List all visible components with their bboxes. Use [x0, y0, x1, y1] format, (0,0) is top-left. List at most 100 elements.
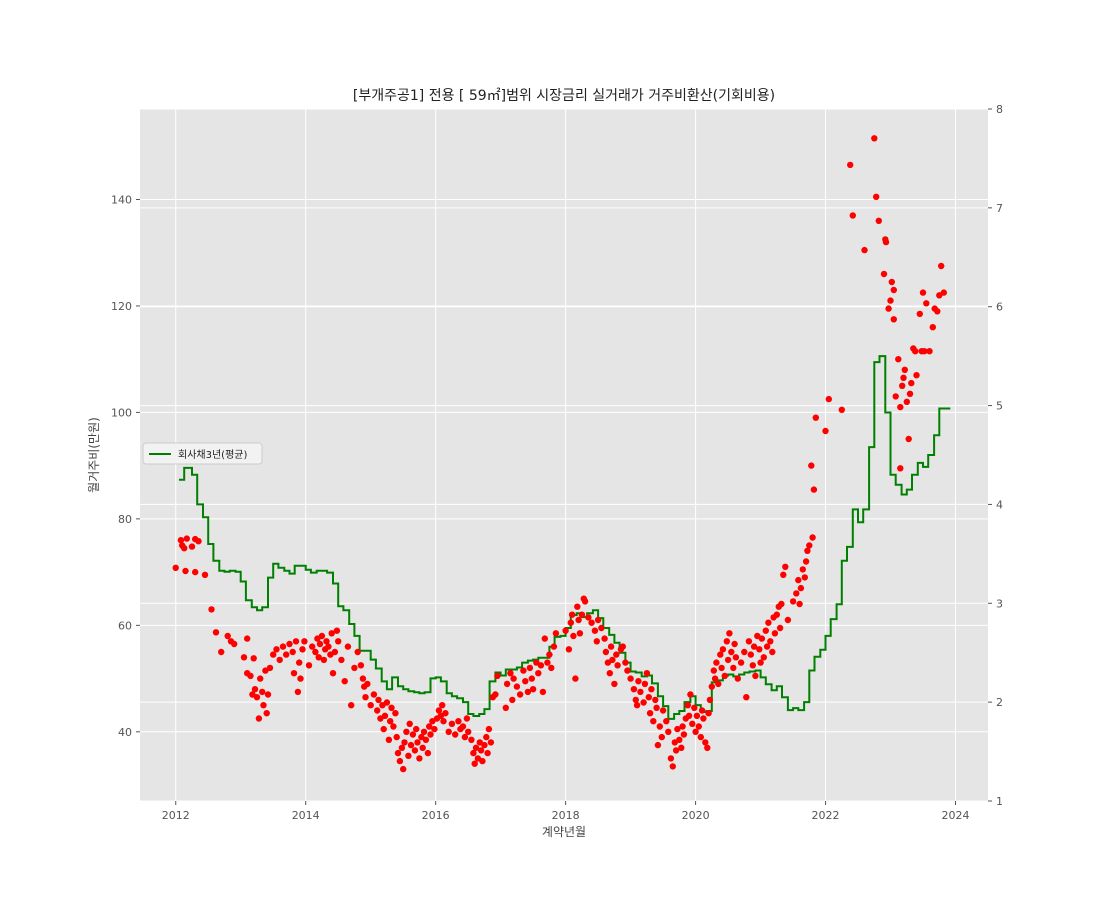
- data-point: [767, 638, 774, 645]
- x-tick-label: 2018: [552, 809, 580, 822]
- data-point: [260, 702, 267, 709]
- data-point: [393, 733, 400, 741]
- data-point: [574, 603, 581, 610]
- data-point: [394, 749, 402, 757]
- data-point: [719, 646, 727, 653]
- data-point: [641, 680, 649, 688]
- data-point: [362, 694, 369, 701]
- data-point: [375, 696, 382, 704]
- data-point: [576, 630, 584, 637]
- data-point: [658, 733, 665, 741]
- x-tick-label: 2012: [162, 809, 190, 822]
- data-point: [899, 382, 906, 389]
- data-point: [357, 662, 365, 669]
- data-point: [341, 678, 348, 685]
- data-point: [507, 670, 514, 677]
- data-point: [737, 659, 745, 666]
- data-point: [601, 635, 608, 642]
- data-point: [808, 462, 815, 469]
- data-point: [565, 646, 573, 653]
- data-point: [905, 435, 912, 443]
- data-point: [445, 728, 452, 735]
- data-point: [315, 654, 322, 661]
- y-tick-label: 60: [118, 619, 132, 632]
- data-point: [640, 699, 647, 706]
- data-point: [414, 739, 421, 746]
- data-point: [654, 741, 662, 749]
- data-point: [687, 691, 694, 698]
- data-point: [606, 670, 613, 677]
- data-point: [797, 584, 805, 592]
- data-point: [422, 736, 430, 743]
- data-point: [861, 246, 868, 254]
- data-point: [364, 680, 371, 688]
- data-point: [804, 547, 811, 554]
- data-point: [750, 643, 758, 650]
- data-point: [796, 600, 803, 608]
- data-point: [182, 567, 189, 575]
- data-point: [537, 662, 545, 669]
- data-point: [730, 664, 737, 672]
- data-point: [535, 670, 542, 677]
- data-point: [705, 710, 712, 717]
- data-point: [212, 629, 220, 636]
- data-point: [388, 704, 395, 711]
- data-point: [487, 739, 495, 746]
- data-point: [921, 348, 928, 355]
- data-point: [424, 749, 432, 757]
- data-point: [550, 643, 558, 650]
- data-point: [273, 646, 280, 653]
- x-axis-label: 계약년월: [542, 824, 586, 839]
- data-point: [312, 648, 319, 656]
- data-point: [940, 289, 947, 296]
- data-point: [635, 678, 642, 685]
- data-point: [802, 558, 810, 565]
- data-point: [715, 680, 722, 688]
- x-tick-label: 2014: [292, 809, 320, 822]
- data-point: [648, 686, 655, 693]
- data-point: [926, 348, 933, 355]
- data-point: [749, 662, 756, 669]
- data-point: [653, 704, 660, 711]
- data-point: [359, 675, 367, 682]
- data-point: [745, 638, 753, 645]
- data-point: [650, 718, 657, 725]
- data-point: [567, 619, 574, 626]
- data-point: [724, 656, 732, 664]
- data-point: [331, 648, 339, 656]
- data-point: [698, 707, 706, 714]
- data-point: [575, 616, 582, 624]
- data-point: [416, 755, 423, 762]
- data-point: [309, 643, 316, 650]
- data-point: [546, 651, 553, 658]
- legend-box: [142, 442, 263, 465]
- data-point: [562, 627, 569, 634]
- data-point: [539, 688, 547, 696]
- data-point: [890, 316, 897, 323]
- data-point: [602, 648, 610, 656]
- data-point: [400, 765, 407, 773]
- data-point: [552, 630, 560, 637]
- data-point: [188, 543, 196, 550]
- data-point: [776, 624, 784, 632]
- data-point: [297, 675, 304, 682]
- y2-tick-label: 6: [996, 301, 1003, 314]
- data-point: [780, 571, 787, 578]
- data-point: [354, 648, 361, 656]
- y2-tick-label: 7: [996, 202, 1003, 215]
- data-point: [630, 686, 638, 693]
- data-point: [439, 702, 446, 709]
- data-point: [481, 741, 488, 749]
- data-point: [806, 542, 813, 549]
- y-axis-label: 월거주비(만원): [87, 417, 101, 493]
- y-tick-label: 40: [118, 726, 132, 739]
- data-point: [484, 749, 491, 757]
- data-point: [663, 718, 670, 725]
- data-point: [613, 651, 620, 658]
- data-point: [646, 710, 654, 717]
- data-point: [479, 757, 486, 765]
- data-point: [897, 465, 904, 472]
- data-point: [710, 667, 717, 674]
- data-point: [419, 744, 426, 751]
- data-point: [387, 718, 394, 725]
